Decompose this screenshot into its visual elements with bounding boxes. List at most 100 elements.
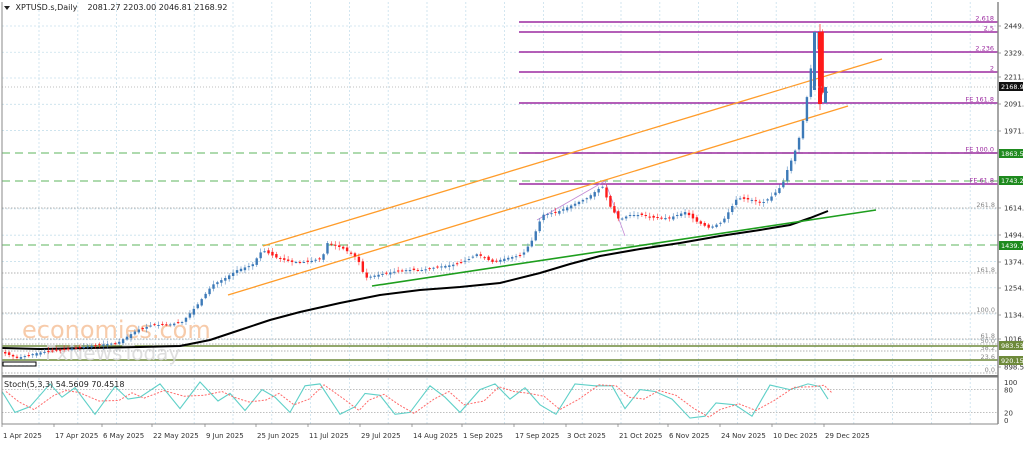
bear-candle[interactable] xyxy=(74,347,78,349)
bull-candle[interactable] xyxy=(444,265,447,268)
bull-candle[interactable] xyxy=(786,170,789,181)
bull-candle[interactable] xyxy=(824,87,827,103)
bull-candle[interactable] xyxy=(23,356,27,358)
bull-candle[interactable] xyxy=(381,273,384,275)
bear-candle[interactable] xyxy=(55,349,58,351)
bull-candle[interactable] xyxy=(813,32,816,90)
bull-candle[interactable] xyxy=(664,218,667,220)
ascending-trendline[interactable] xyxy=(371,209,877,287)
bear-candle[interactable] xyxy=(4,352,7,354)
price-level-badge[interactable] xyxy=(999,241,1023,250)
bull-candle[interactable] xyxy=(184,317,188,322)
bull-candle[interactable] xyxy=(503,258,506,262)
bull-candle[interactable] xyxy=(448,265,451,267)
bull-candle[interactable] xyxy=(326,243,329,254)
bull-candle[interactable] xyxy=(263,251,266,253)
price-level-badge[interactable] xyxy=(999,341,1023,350)
bear-candle[interactable] xyxy=(648,216,651,218)
bull-candle[interactable] xyxy=(90,345,93,348)
channel-upper-line[interactable] xyxy=(262,58,883,247)
bear-candle[interactable] xyxy=(613,206,616,213)
bull-candle[interactable] xyxy=(809,68,813,97)
bull-candle[interactable] xyxy=(727,212,730,219)
bear-candle[interactable] xyxy=(487,256,490,261)
bull-candle[interactable] xyxy=(180,322,184,324)
bull-candle[interactable] xyxy=(628,215,632,216)
bull-candle[interactable] xyxy=(573,203,577,206)
bull-candle[interactable] xyxy=(585,198,589,200)
bull-candle[interactable] xyxy=(377,274,380,277)
bear-candle[interactable] xyxy=(11,354,15,357)
bear-candle[interactable] xyxy=(605,187,608,198)
bear-candle[interactable] xyxy=(318,258,321,260)
bull-candle[interactable] xyxy=(251,264,254,267)
bull-candle[interactable] xyxy=(790,160,793,171)
bull-candle[interactable] xyxy=(420,270,423,271)
bull-candle[interactable] xyxy=(145,326,148,329)
bull-candle[interactable] xyxy=(778,188,781,193)
bull-candle[interactable] xyxy=(711,226,714,228)
bull-candle[interactable] xyxy=(766,199,769,201)
bull-candle[interactable] xyxy=(542,214,545,221)
bear-candle[interactable] xyxy=(483,257,486,259)
bull-candle[interactable] xyxy=(762,202,765,204)
bull-candle[interactable] xyxy=(294,262,298,263)
bull-candle[interactable] xyxy=(192,308,196,315)
bull-candle[interactable] xyxy=(593,192,596,197)
bull-candle[interactable] xyxy=(522,252,526,255)
bear-candle[interactable] xyxy=(821,31,824,93)
bear-candle[interactable] xyxy=(640,213,644,215)
bear-candle[interactable] xyxy=(357,256,361,263)
bear-candle[interactable] xyxy=(656,217,659,219)
bull-candle[interactable] xyxy=(679,213,683,216)
bear-candle[interactable] xyxy=(412,268,416,270)
bull-candle[interactable] xyxy=(510,257,514,259)
channel-lower-line[interactable] xyxy=(227,105,849,296)
bull-candle[interactable] xyxy=(314,259,317,261)
bull-candle[interactable] xyxy=(129,334,133,339)
bull-candle[interactable] xyxy=(117,341,121,344)
bull-candle[interactable] xyxy=(149,325,152,327)
bear-candle[interactable] xyxy=(609,195,612,207)
bear-candle[interactable] xyxy=(153,324,156,326)
bear-candle[interactable] xyxy=(687,212,691,216)
bear-candle[interactable] xyxy=(51,350,54,352)
bull-candle[interactable] xyxy=(393,271,396,273)
bear-candle[interactable] xyxy=(385,272,388,274)
bull-candle[interactable] xyxy=(322,254,325,260)
bear-candle[interactable] xyxy=(416,269,420,271)
bull-candle[interactable] xyxy=(408,270,412,272)
bull-candle[interactable] xyxy=(310,260,313,263)
bear-candle[interactable] xyxy=(59,349,62,351)
bear-candle[interactable] xyxy=(306,260,310,262)
bull-candle[interactable] xyxy=(782,181,785,188)
bull-candle[interactable] xyxy=(499,259,502,262)
bear-candle[interactable] xyxy=(345,247,349,252)
bull-candle[interactable] xyxy=(125,336,129,340)
bull-candle[interactable] xyxy=(632,215,636,216)
bull-candle[interactable] xyxy=(565,207,569,211)
bear-candle[interactable] xyxy=(691,213,695,219)
bull-candle[interactable] xyxy=(534,231,537,241)
bear-candle[interactable] xyxy=(279,257,282,259)
bear-candle[interactable] xyxy=(15,356,19,358)
bull-candle[interactable] xyxy=(621,218,624,220)
bull-candle[interactable] xyxy=(133,331,137,335)
bear-candle[interactable] xyxy=(298,261,302,263)
bear-candle[interactable] xyxy=(428,268,431,270)
bull-candle[interactable] xyxy=(110,343,113,345)
bear-candle[interactable] xyxy=(459,262,463,264)
bear-candle[interactable] xyxy=(397,270,400,272)
bull-candle[interactable] xyxy=(581,200,585,202)
price-level-badge[interactable] xyxy=(999,149,1023,158)
bear-candle[interactable] xyxy=(283,258,286,260)
bear-candle[interactable] xyxy=(114,343,117,345)
bull-candle[interactable] xyxy=(514,256,518,258)
price-level-badge[interactable] xyxy=(999,356,1023,365)
bear-candle[interactable] xyxy=(27,355,30,357)
bull-candle[interactable] xyxy=(715,224,718,228)
bear-candle[interactable] xyxy=(617,211,620,219)
bull-candle[interactable] xyxy=(231,272,235,276)
